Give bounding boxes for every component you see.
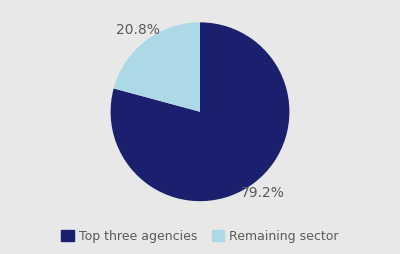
- Wedge shape: [114, 22, 200, 112]
- Wedge shape: [110, 22, 290, 201]
- Text: 20.8%: 20.8%: [116, 23, 160, 37]
- Legend: Top three agencies, Remaining sector: Top three agencies, Remaining sector: [56, 225, 344, 248]
- Text: 79.2%: 79.2%: [240, 186, 284, 200]
